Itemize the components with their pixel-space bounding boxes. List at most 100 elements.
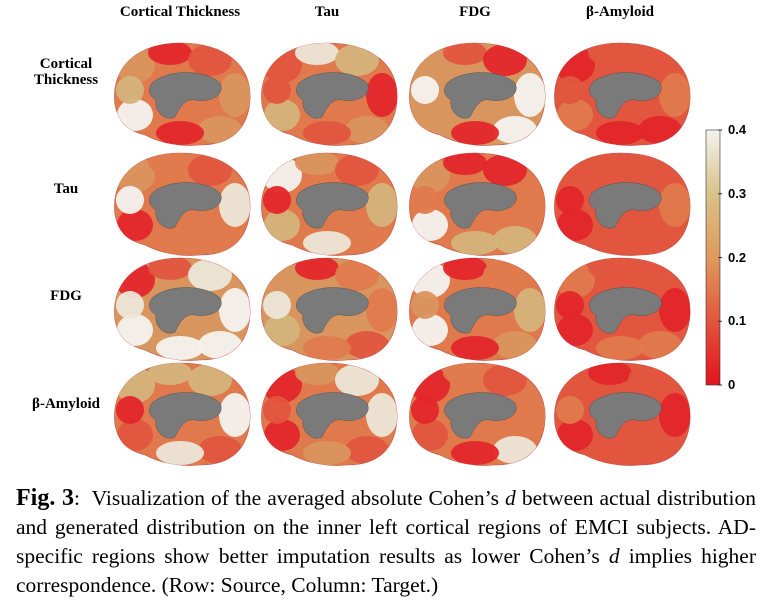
region bbox=[295, 258, 339, 280]
region bbox=[514, 73, 546, 117]
brain bbox=[261, 362, 398, 466]
region bbox=[556, 396, 584, 424]
colorbar bbox=[705, 129, 721, 386]
regions bbox=[410, 363, 546, 465]
region bbox=[335, 154, 379, 186]
region bbox=[596, 121, 644, 145]
region bbox=[263, 396, 291, 424]
region bbox=[117, 99, 153, 131]
colorbar-tick-label: 0.1 bbox=[728, 313, 747, 329]
region bbox=[116, 396, 144, 424]
region bbox=[411, 76, 439, 104]
region bbox=[412, 314, 448, 346]
region bbox=[514, 288, 546, 332]
region bbox=[219, 288, 251, 332]
region bbox=[588, 258, 632, 280]
region bbox=[556, 76, 584, 104]
region bbox=[116, 76, 144, 104]
region bbox=[263, 291, 291, 319]
column-header: β-Amyloid bbox=[586, 4, 654, 20]
region bbox=[366, 393, 398, 437]
brain bbox=[554, 152, 691, 256]
column-header: Cortical Thickness bbox=[119, 4, 241, 20]
region bbox=[412, 419, 448, 451]
region bbox=[345, 226, 389, 254]
colorbar-tick-label: 0.2 bbox=[728, 249, 747, 265]
region bbox=[514, 183, 546, 227]
region bbox=[596, 441, 644, 465]
brain bbox=[114, 152, 251, 256]
region bbox=[295, 363, 339, 385]
region bbox=[188, 364, 232, 396]
region bbox=[412, 99, 448, 131]
region bbox=[514, 393, 546, 437]
region bbox=[198, 116, 242, 144]
region bbox=[443, 363, 487, 385]
region bbox=[198, 331, 242, 359]
brain bbox=[114, 257, 251, 361]
region bbox=[263, 186, 291, 214]
corpus bbox=[589, 392, 662, 439]
figure bbox=[114, 42, 722, 466]
regions bbox=[555, 153, 691, 255]
region bbox=[596, 231, 644, 255]
brain bbox=[409, 362, 546, 466]
region bbox=[451, 121, 499, 145]
region bbox=[659, 393, 691, 437]
region bbox=[156, 121, 204, 145]
region bbox=[493, 116, 537, 144]
region bbox=[219, 183, 251, 227]
corpus bbox=[296, 182, 369, 229]
region bbox=[148, 43, 192, 65]
region bbox=[451, 231, 499, 255]
region bbox=[366, 288, 398, 332]
region bbox=[117, 209, 153, 241]
caption-separator: : bbox=[73, 486, 80, 510]
region bbox=[117, 419, 153, 451]
caption-text: implies higher correspondence. (Row: Sou… bbox=[16, 544, 757, 597]
region bbox=[116, 186, 144, 214]
region bbox=[148, 153, 192, 175]
corpus bbox=[296, 287, 369, 334]
regions bbox=[115, 153, 251, 255]
region bbox=[556, 291, 584, 319]
corpus bbox=[149, 287, 222, 334]
corpus bbox=[149, 72, 222, 119]
region bbox=[148, 258, 192, 280]
region bbox=[156, 441, 204, 465]
region bbox=[483, 259, 527, 291]
region bbox=[148, 363, 192, 385]
region bbox=[411, 291, 439, 319]
region bbox=[588, 363, 632, 385]
brain bbox=[261, 152, 398, 256]
regions bbox=[262, 363, 398, 465]
regions bbox=[262, 153, 398, 255]
region bbox=[483, 154, 527, 186]
region bbox=[264, 314, 300, 346]
row-label: Cortical Thickness bbox=[33, 56, 99, 88]
region bbox=[493, 226, 537, 254]
region bbox=[638, 226, 682, 254]
region bbox=[443, 153, 487, 175]
region bbox=[638, 436, 682, 464]
brain bbox=[554, 257, 691, 361]
caption: Fig. 3: Visualization of the averaged ab… bbox=[16, 484, 756, 600]
brain bbox=[409, 152, 546, 256]
region bbox=[366, 73, 398, 117]
corpus bbox=[589, 72, 662, 119]
region bbox=[638, 116, 682, 144]
region bbox=[556, 186, 584, 214]
region bbox=[628, 154, 672, 186]
region bbox=[263, 76, 291, 104]
corpus bbox=[589, 182, 662, 229]
region bbox=[443, 43, 487, 65]
column-header: Tau bbox=[314, 4, 340, 20]
region bbox=[493, 436, 537, 464]
region bbox=[303, 231, 351, 255]
corpus bbox=[589, 287, 662, 334]
brain bbox=[409, 257, 546, 361]
regions bbox=[115, 258, 251, 360]
region bbox=[443, 258, 487, 280]
colorbar-tick-label: 0 bbox=[728, 377, 736, 392]
region bbox=[659, 73, 691, 117]
